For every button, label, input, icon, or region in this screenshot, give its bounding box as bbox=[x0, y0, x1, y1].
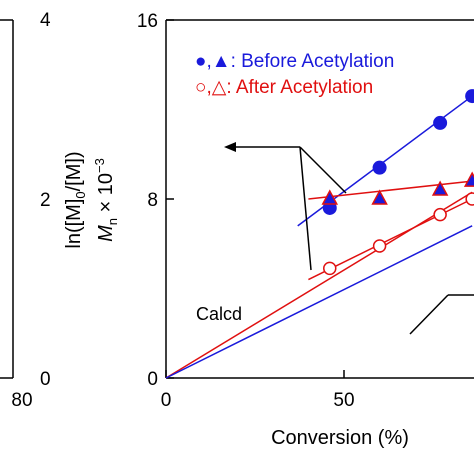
series-line-ln-fit bbox=[308, 180, 473, 200]
y2-tick-label-4: 4 bbox=[40, 10, 51, 31]
arrow-head bbox=[224, 142, 236, 152]
tick-group: 0 50 0 8 16 bbox=[137, 11, 355, 411]
data-point-ln-after bbox=[431, 180, 449, 196]
marker-group bbox=[321, 89, 474, 276]
y-axis-title: Mn × 10−3 bbox=[92, 158, 120, 242]
data-point-after bbox=[465, 192, 474, 206]
y2-title-rest: /[M]) bbox=[63, 151, 85, 191]
y2-title-sub: 0 bbox=[73, 191, 88, 198]
data-point-after bbox=[372, 239, 387, 253]
y2-axis-title: ln([M]0/[M]) bbox=[63, 151, 88, 248]
x-tick-label: 50 bbox=[333, 390, 354, 411]
data-point-ln-after bbox=[463, 171, 474, 187]
callout-line-2 bbox=[299, 146, 312, 271]
y2-tick-label-2: 2 bbox=[40, 190, 51, 211]
legend-before: ●,▲: Before Acetylation bbox=[195, 51, 394, 72]
legend-after: ○,△: After Acetylation bbox=[195, 77, 373, 98]
y2-tick-label-0: 0 bbox=[40, 369, 51, 390]
x-axis-title: Conversion (%) bbox=[271, 427, 409, 449]
y-title-sub: n bbox=[105, 218, 120, 225]
legend: ●,▲: Before Acetylation ○,△: After Acety… bbox=[195, 51, 394, 98]
y-tick-label: 8 bbox=[147, 190, 158, 211]
data-point-before bbox=[465, 89, 474, 104]
data-point-after bbox=[323, 261, 337, 276]
series-line-calcd-blue bbox=[165, 225, 473, 379]
data-point-before bbox=[433, 115, 448, 130]
callout-line-1 bbox=[299, 146, 347, 194]
data-point-ln-before bbox=[322, 191, 337, 204]
legend-before-label: : Before Acetylation bbox=[231, 51, 395, 72]
data-point-after bbox=[433, 207, 447, 222]
data-point-ln-before bbox=[433, 182, 448, 196]
data-point-ln-after bbox=[321, 189, 339, 205]
left-panel: 80 bbox=[0, 19, 33, 411]
right-panel: Mn × 10−3 Conversion (%) 0 50 0 8 16 ●,▲: Be… bbox=[92, 11, 474, 449]
data-point-ln-before bbox=[372, 191, 387, 204]
ln-callout bbox=[409, 294, 474, 335]
x-tick-label: 0 bbox=[161, 390, 172, 411]
data-point-ln-after bbox=[371, 189, 388, 205]
line-group bbox=[165, 95, 473, 379]
callout-arrow bbox=[224, 142, 347, 271]
y-title-m: M bbox=[95, 225, 117, 242]
ln-callout-diag bbox=[409, 294, 449, 335]
y-title-times: × 10 bbox=[95, 173, 117, 218]
y2-title-part-ln: ln([M] bbox=[63, 199, 85, 249]
data-point-before bbox=[372, 160, 387, 175]
left-x-tick-label: 80 bbox=[11, 390, 32, 411]
y-tick-label: 16 bbox=[137, 11, 158, 32]
y-tick-label: 0 bbox=[147, 369, 158, 390]
secondary-y-axis: 4 2 0 ln([M]0/[M]) bbox=[40, 10, 88, 390]
legend-after-label: : After Acetylation bbox=[226, 77, 373, 98]
series-line-calcd-red bbox=[165, 191, 473, 379]
calcd-label: Calcd bbox=[196, 304, 242, 324]
legend-after-symbols: ○,△ bbox=[195, 77, 227, 98]
legend-before-symbols: ●,▲ bbox=[195, 51, 231, 72]
y-title-sup: −3 bbox=[92, 158, 107, 173]
